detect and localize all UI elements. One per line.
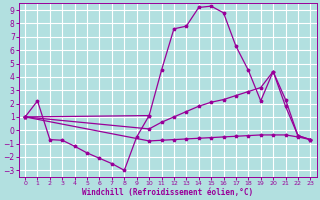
X-axis label: Windchill (Refroidissement éolien,°C): Windchill (Refroidissement éolien,°C) xyxy=(82,188,253,197)
